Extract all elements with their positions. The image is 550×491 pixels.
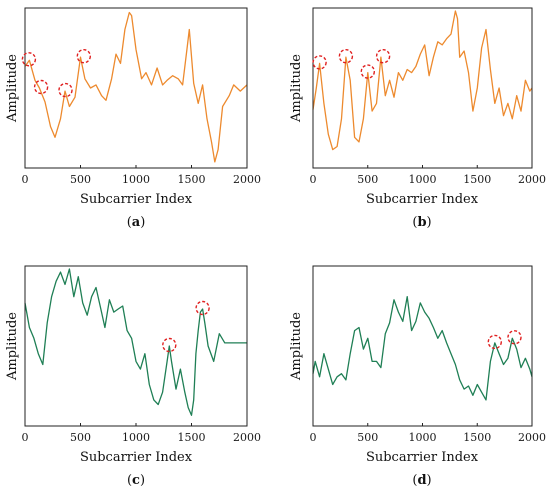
plot-a-xtick-label: 1000 bbox=[122, 173, 150, 186]
plot-d-frame bbox=[312, 265, 533, 427]
plot-c-marker-1 bbox=[162, 337, 177, 353]
plot-b-series bbox=[312, 10, 533, 151]
plot-d-xtick-label: 1500 bbox=[463, 431, 491, 444]
plot-a-frame bbox=[24, 7, 248, 169]
plot-a-marker-4 bbox=[76, 49, 92, 64]
plot-a-series bbox=[24, 11, 248, 163]
plot-a-xtick-label: 1500 bbox=[178, 173, 206, 186]
plot-b-xtick-label: 0 bbox=[310, 173, 317, 186]
plot-b-xtick-label: 500 bbox=[357, 173, 378, 186]
caption-d: (d) bbox=[412, 473, 431, 488]
plot-b-marker-4 bbox=[375, 49, 391, 64]
plot-d-xticks: 0 500 1000 1500 2000 bbox=[310, 423, 546, 444]
caption-d-letter: d bbox=[417, 473, 426, 488]
plot-a-marker-2 bbox=[33, 79, 49, 95]
plot-d-xtick-label: 0 bbox=[310, 431, 317, 444]
plot-b-marker-2 bbox=[338, 49, 354, 64]
plot-d-xlabel: Subcarrier Index bbox=[366, 450, 479, 465]
plot-b-series-line bbox=[312, 10, 533, 151]
caption-b: (b) bbox=[412, 215, 431, 230]
plot-d-marker-2 bbox=[507, 330, 522, 345]
plot-a-xtick-label: 0 bbox=[22, 173, 29, 186]
plot-b-marker-1 bbox=[312, 55, 327, 70]
plot-c-xtick-label: 1000 bbox=[122, 431, 150, 444]
subfigure-a: 0 500 1000 1500 2000 Subcarrier Index Amplit… bbox=[5, 7, 261, 230]
plot-d-xtick-label: 2000 bbox=[518, 431, 546, 444]
plot-d-markers bbox=[487, 330, 522, 350]
plot-d-series-line bbox=[312, 296, 533, 401]
plot-a-xticks: 0 500 1000 1500 2000 bbox=[22, 165, 261, 186]
plot-c-xtick-label: 2000 bbox=[233, 431, 261, 444]
plot-b-xtick-label: 1000 bbox=[409, 173, 437, 186]
plot-d-xtick-label: 500 bbox=[357, 431, 378, 444]
plot-c-xlabel: Subcarrier Index bbox=[80, 450, 193, 465]
plot-a-ylabel: Amplitude bbox=[5, 54, 20, 123]
plot-d-marker-1 bbox=[487, 334, 502, 350]
caption-a-letter: a bbox=[132, 215, 141, 230]
caption-a: (a) bbox=[127, 215, 146, 230]
plot-b-xlabel: Subcarrier Index bbox=[366, 192, 479, 207]
plot-a-marker-3 bbox=[58, 82, 73, 98]
plot-c-series bbox=[24, 268, 247, 416]
plot-c-series-line bbox=[24, 268, 247, 416]
plot-c-xtick-label: 1500 bbox=[178, 431, 206, 444]
plot-c-xticks: 0 500 1000 1500 2000 bbox=[22, 423, 261, 444]
plot-c-marker-2 bbox=[195, 300, 210, 316]
plot-d-ylabel: Amplitude bbox=[289, 312, 304, 381]
plot-a-xtick-label: 2000 bbox=[233, 173, 261, 186]
plot-c-xtick-label: 0 bbox=[22, 431, 29, 444]
plot-b-xtick-label: 2000 bbox=[518, 173, 546, 186]
plot-a-series-line bbox=[24, 11, 248, 163]
subfigure-d: 0 500 1000 1500 2000 Subcarrier Index Amplit… bbox=[289, 265, 546, 488]
subfigure-b: 0 500 1000 1500 2000 Subcarrier Index Amplit… bbox=[289, 7, 546, 230]
plot-a-xtick-label: 500 bbox=[70, 173, 91, 186]
plot-c-markers bbox=[162, 300, 210, 353]
plot-d-xtick-label: 1000 bbox=[409, 431, 437, 444]
plot-b-ylabel: Amplitude bbox=[289, 54, 304, 123]
plot-c-frame bbox=[24, 265, 248, 427]
plot-b-markers bbox=[312, 49, 391, 79]
plot-b-xtick-label: 1500 bbox=[463, 173, 491, 186]
caption-c-letter: c bbox=[132, 473, 140, 488]
caption-c: (c) bbox=[127, 473, 145, 488]
plot-b-marker-3 bbox=[360, 64, 375, 79]
plot-b-xticks: 0 500 1000 1500 2000 bbox=[310, 165, 546, 186]
plot-c-xtick-label: 500 bbox=[70, 431, 91, 444]
plot-a-marker-1 bbox=[21, 52, 37, 67]
plot-a-xlabel: Subcarrier Index bbox=[80, 192, 193, 207]
caption-b-letter: b bbox=[417, 215, 426, 230]
plot-c-ylabel: Amplitude bbox=[5, 312, 20, 381]
plot-a-markers bbox=[21, 49, 92, 98]
subfigure-c: 0 500 1000 1500 2000 Subcarrier Index Amplit… bbox=[5, 265, 261, 488]
plot-d-series bbox=[312, 296, 533, 401]
